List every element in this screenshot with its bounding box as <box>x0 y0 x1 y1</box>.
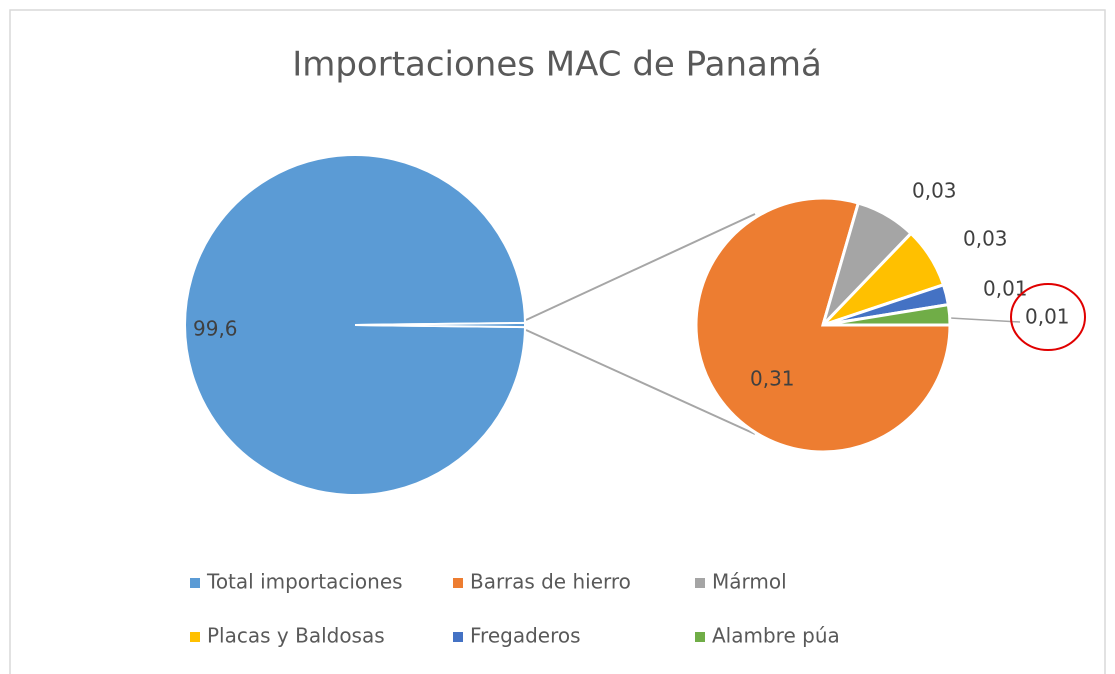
legend-swatch <box>453 578 463 588</box>
legend-label: Placas y Baldosas <box>207 624 385 648</box>
leader-line <box>949 317 1021 323</box>
data-label: 0,31 <box>750 367 795 391</box>
data-label: 99,6 <box>193 317 238 341</box>
legend-label: Barras de hierro <box>470 570 631 594</box>
connector-line <box>525 213 756 321</box>
legend-swatch <box>695 632 705 642</box>
chart-title: Importaciones MAC de Panamá <box>292 45 822 85</box>
chart-border <box>9 9 1106 674</box>
data-label: 0,03 <box>912 179 957 203</box>
data-label: 0,01 <box>1025 305 1070 329</box>
data-label: 0,03 <box>963 227 1008 251</box>
highlight-circle <box>1010 283 1086 351</box>
legend-swatch <box>190 578 200 588</box>
pie-slice <box>694 196 952 454</box>
legend-label: Fregaderos <box>470 624 581 648</box>
legend-label: Total importaciones <box>206 570 403 594</box>
legend-label: Mármol <box>712 570 787 594</box>
pie-slice-other <box>354 321 526 329</box>
pie-slice <box>822 302 952 327</box>
legend-swatch <box>695 578 705 588</box>
connector-line <box>525 329 756 435</box>
legend-swatch <box>190 632 200 642</box>
data-label: 0,01 <box>983 277 1028 301</box>
legend-label: Alambre púa <box>712 624 840 648</box>
legend-swatch <box>453 632 463 642</box>
